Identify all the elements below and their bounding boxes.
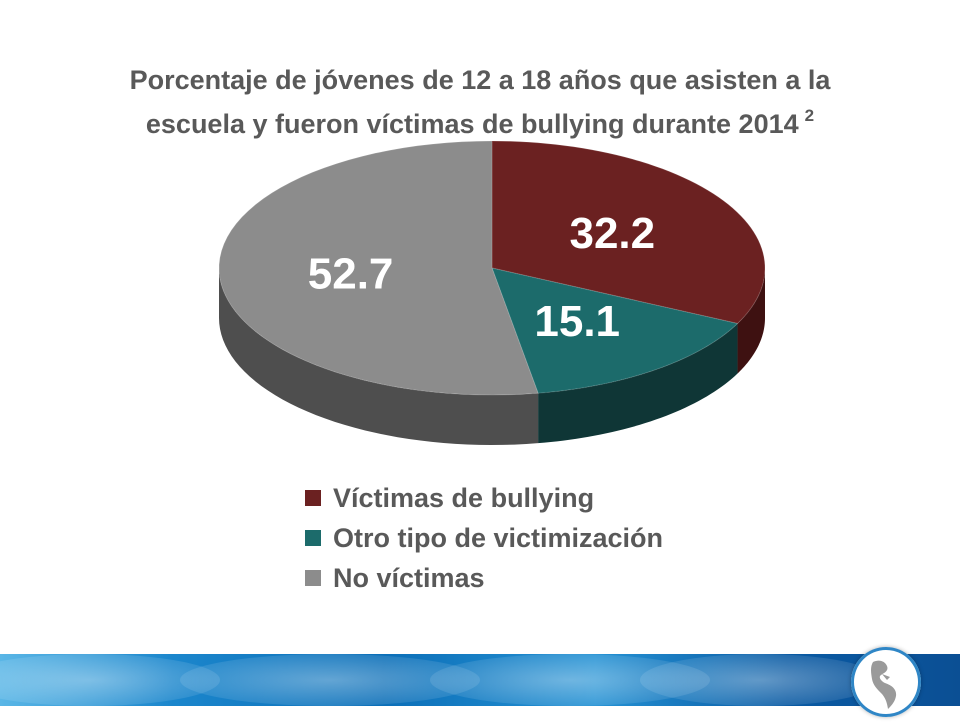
- legend-label-no-victimas: No víctimas: [333, 562, 485, 593]
- data-label-otro-tipo-de-victimizacion: 15.1: [534, 297, 620, 346]
- pie-slice-victimas-de-bullying: [491, 140, 766, 325]
- footer-banner: [0, 654, 960, 706]
- legend-item-victimas-de-bullying: Víctimas de bullying: [305, 478, 663, 518]
- chart-legend: Víctimas de bullying Otro tipo de victim…: [305, 478, 663, 598]
- legend-swatch-no-victimas: [305, 570, 321, 586]
- pie-slice-otro-tipo-de-victimizacion: [491, 267, 739, 394]
- data-label-no-victimas: 52.7: [308, 250, 394, 299]
- legend-label-victimas-de-bullying: Víctimas de bullying: [333, 482, 595, 513]
- legend-item-otro-tipo-de-victimizacion: Otro tipo de victimización: [305, 518, 663, 558]
- legend-swatch-otro-tipo-de-victimizacion: [305, 530, 321, 546]
- pie-side-otro-tipo-de-victimizacion: [538, 323, 738, 444]
- legend-swatch-victimas-de-bullying: [305, 490, 321, 506]
- chart-title-line-1: Porcentaje de jóvenes de 12 a 18 años qu…: [129, 65, 831, 95]
- data-label-victimas-de-bullying: 32.2: [569, 209, 655, 258]
- chart-title: Porcentaje de jóvenes de 12 a 18 años qu…: [40, 62, 920, 142]
- americas-map-icon: [851, 647, 921, 717]
- footer-base-strip: [0, 706, 960, 720]
- pie-slice-no-victimas: [218, 140, 539, 396]
- chart-title-footnote-marker: 2: [804, 106, 815, 125]
- pie-side-victimas-de-bullying: [737, 268, 765, 374]
- chart-title-line-2: escuela y fueron víctimas de bullying du…: [145, 109, 799, 139]
- pie-side-no-victimas: [219, 268, 539, 445]
- legend-label-otro-tipo-de-victimizacion: Otro tipo de victimización: [333, 522, 664, 553]
- legend-item-no-victimas: No víctimas: [305, 558, 663, 598]
